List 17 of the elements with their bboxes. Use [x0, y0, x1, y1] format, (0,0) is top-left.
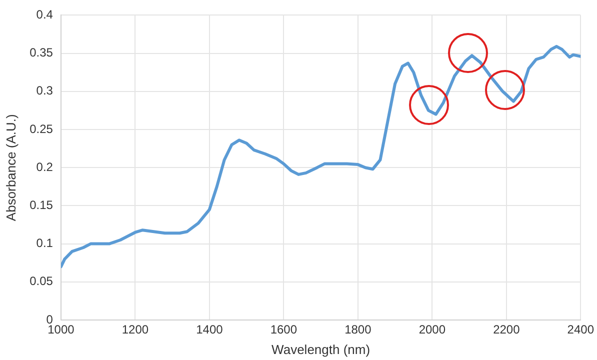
y-tick-label: 0.35	[30, 46, 54, 60]
y-tick-label: 0.1	[36, 236, 54, 250]
y-tick-label: 0.05	[30, 274, 54, 288]
x-tick-label: 2000	[418, 322, 446, 337]
y-tick-label: 0.3	[36, 84, 54, 98]
y-axis-title: Absorbance (A.U.)	[3, 114, 18, 222]
y-tick-label: 0.2	[36, 160, 54, 174]
x-tick-label: 1600	[270, 322, 298, 337]
y-tick-label: 0.25	[30, 122, 54, 136]
x-axis-title: Wavelength (nm)	[272, 342, 370, 357]
x-tick-label: 1800	[344, 322, 372, 337]
y-tick-label: 0.4	[36, 8, 54, 22]
x-tick-label: 2200	[493, 322, 520, 337]
x-tick-label: 2400	[567, 322, 594, 337]
y-tick-label: 0.15	[30, 198, 54, 212]
x-tick-label: 1400	[196, 322, 224, 337]
x-tick-label: 1200	[122, 322, 149, 337]
